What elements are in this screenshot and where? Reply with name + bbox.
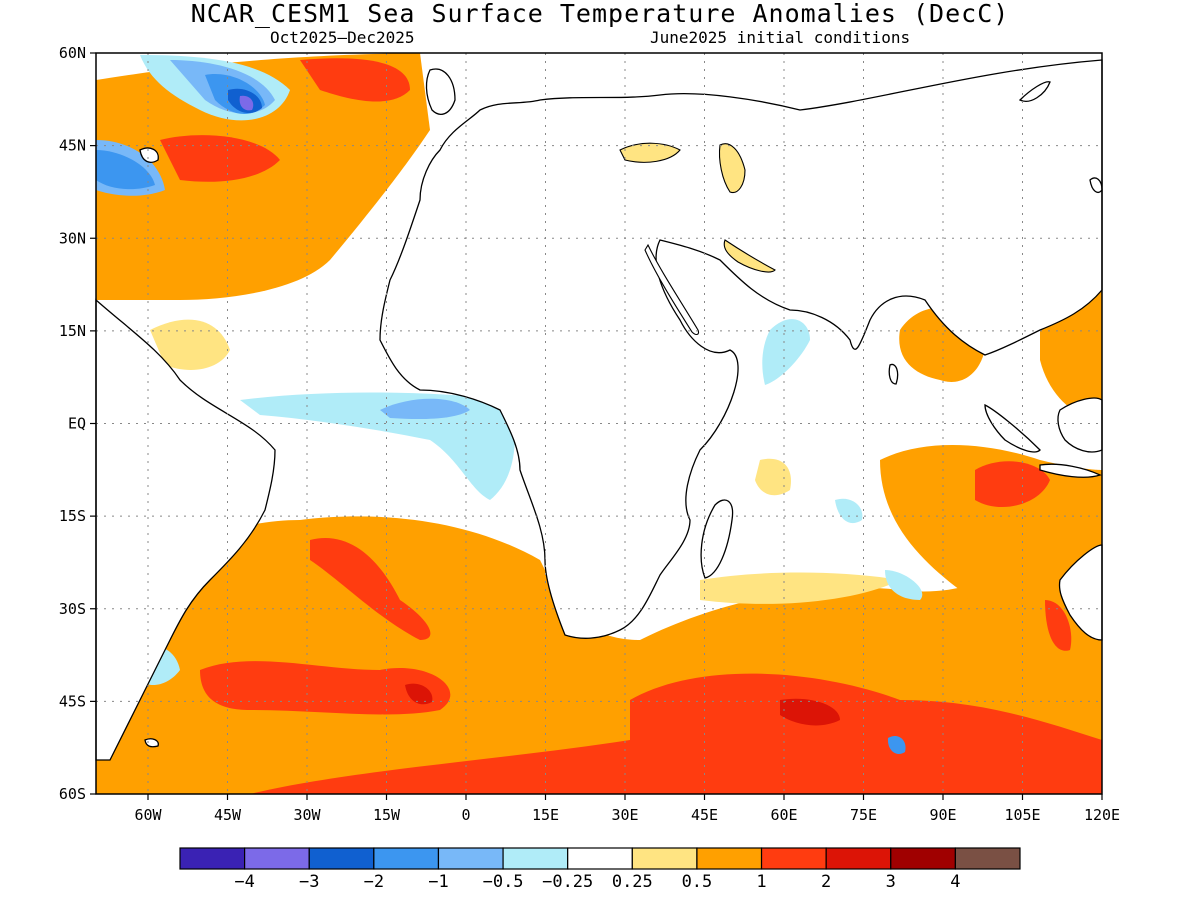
lat-label: EQ bbox=[68, 415, 86, 433]
landmass-sumatra bbox=[984, 403, 1041, 453]
landmass-madagascar bbox=[700, 499, 734, 579]
colorbar-swatch bbox=[437, 847, 504, 870]
caspian-sea bbox=[718, 143, 746, 194]
lon-label: 0 bbox=[461, 806, 470, 824]
sst-region-australia-west-red bbox=[1045, 600, 1072, 651]
colorbar-swatch bbox=[954, 847, 1021, 870]
lon-label: 45W bbox=[214, 806, 242, 824]
lat-label: 60N bbox=[59, 44, 86, 62]
colorbar-swatch bbox=[696, 847, 763, 870]
landmass-falklands bbox=[144, 738, 159, 748]
lat-label: 15N bbox=[59, 322, 86, 340]
colorbar-label: 0.5 bbox=[682, 872, 713, 892]
lon-label: 30E bbox=[611, 806, 638, 824]
colorbar-label: 0.25 bbox=[612, 872, 653, 892]
lon-label: 30W bbox=[293, 806, 321, 824]
axis-ticks bbox=[90, 52, 1103, 800]
map-title: NCAR_CESM1 Sea Surface Temperature Anoma… bbox=[190, 0, 1010, 28]
lon-label: 60W bbox=[134, 806, 162, 824]
lat-label: 30N bbox=[59, 229, 86, 247]
colorbar-swatch bbox=[890, 847, 956, 870]
colorbar-label: −3 bbox=[299, 872, 319, 892]
colorbar-label: 3 bbox=[886, 872, 896, 892]
colorbar-label: −2 bbox=[364, 872, 384, 892]
sst-region-indian-south-cold bbox=[835, 498, 863, 524]
colorbar-swatch bbox=[631, 847, 698, 870]
lon-label: 15W bbox=[373, 806, 401, 824]
sst-region-nw-atlantic-cold bbox=[96, 150, 155, 190]
sst-region-indian-south-warm bbox=[700, 572, 900, 604]
sst-region-atlantic-45s-red bbox=[200, 661, 451, 715]
lat-label: 15S bbox=[59, 507, 86, 525]
lat-label: 30S bbox=[59, 600, 86, 618]
colorbar-label: −0.5 bbox=[483, 872, 524, 892]
colorbar-label: −4 bbox=[234, 872, 254, 892]
landmass-borneo bbox=[1057, 397, 1103, 453]
sst-region-equatorial-atlantic-cold bbox=[240, 392, 515, 500]
colorbar-label: −1 bbox=[428, 872, 448, 892]
colorbar bbox=[179, 847, 1021, 870]
colorbar-label: 1 bbox=[756, 872, 766, 892]
latitude-labels: 60N 45N 30N 15N EQ 15S 30S 45S 60S bbox=[59, 44, 86, 803]
sst-region-gulf-aden-warm bbox=[755, 458, 791, 496]
sst-region-indonesia-red bbox=[975, 461, 1050, 508]
landmass-australia bbox=[1058, 544, 1103, 641]
lat-label: 45N bbox=[59, 137, 86, 155]
land-masses bbox=[95, 59, 1103, 761]
lon-label: 75E bbox=[850, 806, 877, 824]
colorbar-label: 2 bbox=[821, 872, 831, 892]
colorbar-swatch bbox=[567, 847, 633, 870]
landmass-great-britain bbox=[425, 68, 456, 115]
longitude-labels: 60W 45W 30W 15W 0 15E 30E 45E 60E 75E 90E 105E 120E bbox=[134, 806, 1120, 824]
landmass-south-america bbox=[95, 298, 276, 761]
sst-region-south-atlantic-dark-red bbox=[405, 683, 433, 705]
landmass-sri-lanka bbox=[888, 363, 899, 385]
landmass-java bbox=[1039, 463, 1102, 478]
landmass-sakhalin bbox=[1018, 81, 1051, 102]
colorbar-swatch bbox=[502, 847, 569, 870]
colorbar-label: −0.25 bbox=[542, 872, 593, 892]
initial-conditions: June2025 initial conditions bbox=[650, 28, 911, 47]
sst-region-arabian-sea-cold bbox=[762, 319, 810, 385]
colorbar-label: 4 bbox=[950, 872, 960, 892]
lon-label: 15E bbox=[532, 806, 559, 824]
sst-region-atlantic-tropical-warm bbox=[150, 319, 230, 370]
lat-lon-grid bbox=[96, 53, 1102, 794]
sst-region-south-ocean-red bbox=[250, 673, 1102, 794]
sst-region-gulf-guinea-cold bbox=[380, 398, 470, 420]
inland-water bbox=[619, 142, 776, 335]
forecast-period: Oct2025–Dec2025 bbox=[270, 28, 415, 47]
sst-region-south-atlantic-red bbox=[310, 538, 431, 640]
lon-label: 90E bbox=[929, 806, 956, 824]
sst-region-indian-east bbox=[880, 445, 1102, 648]
persian-gulf bbox=[723, 239, 776, 273]
lon-label: 45E bbox=[691, 806, 718, 824]
landmass-newfoundland bbox=[139, 147, 159, 163]
lon-label: 105E bbox=[1004, 806, 1040, 824]
black-sea bbox=[619, 142, 681, 163]
lat-label: 60S bbox=[59, 785, 86, 803]
colorbar-swatch bbox=[308, 847, 375, 870]
lon-label: 60E bbox=[770, 806, 797, 824]
lat-label: 45S bbox=[59, 692, 86, 710]
sst-region-north-sea-red bbox=[300, 58, 410, 102]
sst-region-north-atlantic-red bbox=[160, 135, 280, 182]
lon-label: 120E bbox=[1084, 806, 1120, 824]
colorbar-labels: −4 −3 −2 −1 −0.5 −0.25 0.25 0.5 1 2 3 4 bbox=[234, 872, 960, 892]
colorbar-swatch bbox=[373, 847, 440, 870]
colorbar-swatch bbox=[825, 847, 892, 870]
colorbar-swatch bbox=[179, 847, 246, 870]
sst-region-south-indian-cold-eddy bbox=[887, 735, 906, 755]
sst-region-indian-sw-cold bbox=[885, 570, 923, 600]
sst-region-labrador-extreme-cold bbox=[239, 95, 254, 111]
sst-region-south-indian-dark-red bbox=[780, 698, 840, 726]
colorbar-swatch bbox=[244, 847, 310, 870]
sst-region-north-atlantic bbox=[96, 53, 430, 300]
red-sea bbox=[644, 243, 700, 335]
colorbar-swatch bbox=[760, 847, 827, 870]
landmass-africa-eurasia bbox=[379, 59, 1103, 639]
